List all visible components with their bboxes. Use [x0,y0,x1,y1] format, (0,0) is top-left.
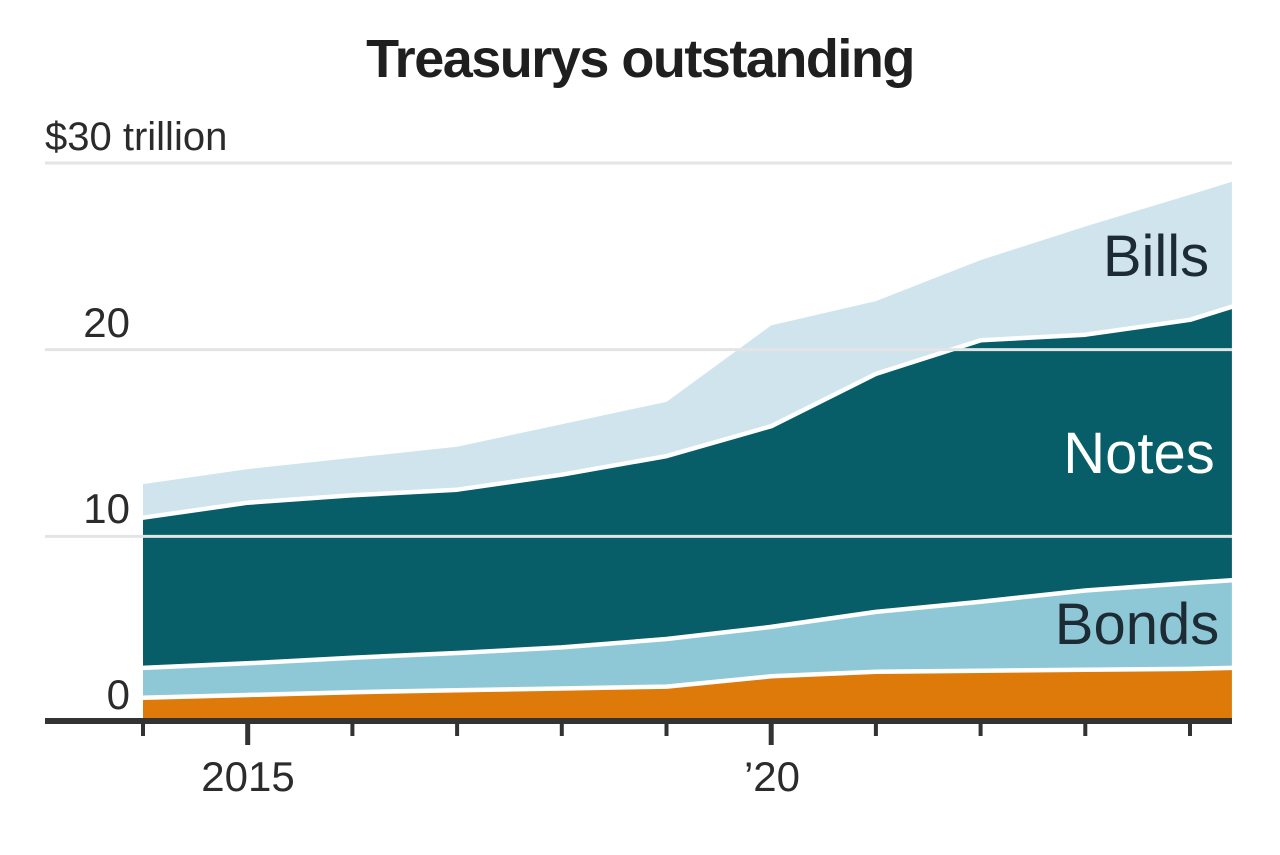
x-tick-label-2015: 2015 [201,753,295,800]
y-tick-label-10: 10 [83,485,130,532]
series-label-bonds: Bonds [1054,592,1220,657]
series-label-notes: Notes [1063,421,1215,486]
chart-title: Treasurys outstanding [366,29,915,89]
y-axis-top-label: $30 trillion [45,115,228,159]
series-label-bills: Bills [1102,224,1210,289]
area-bills [143,181,1232,518]
y-tick-label-0: 0 [106,671,130,718]
area-notes [143,306,1232,668]
area-unlabeled-orange [143,667,1232,723]
band-separator-line [140,304,1235,520]
area-bonds [143,580,1232,698]
y-tick-label-20: 20 [83,299,130,346]
band-separator-line [140,577,1235,671]
band-separator-line [140,665,1235,701]
x-tick-label-20: ’20 [743,753,801,800]
